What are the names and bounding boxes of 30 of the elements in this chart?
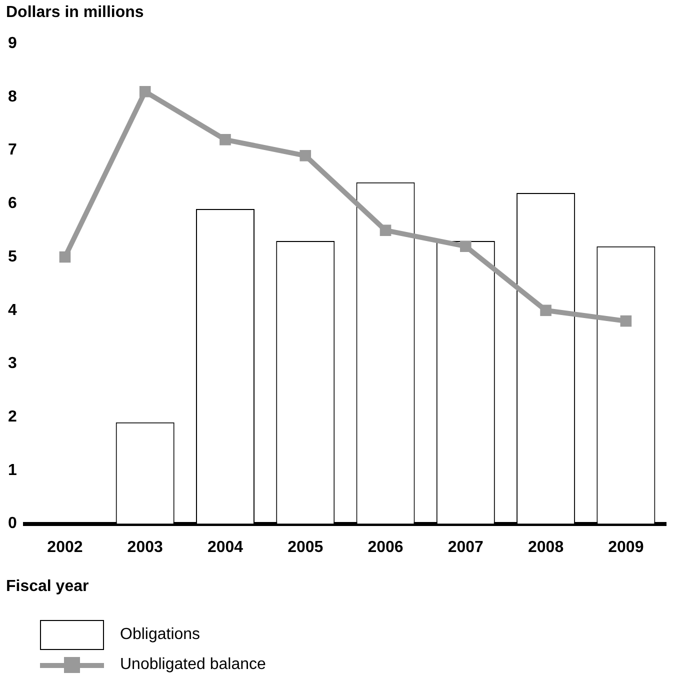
x-tick-label: 2009 (608, 538, 644, 556)
x-tick-label: 2006 (368, 538, 404, 556)
x-tick-label: 2002 (47, 538, 83, 556)
y-tick-label: 1 (8, 462, 17, 479)
point (620, 315, 632, 327)
x-tick-label: 2007 (448, 538, 484, 556)
point (380, 224, 392, 236)
point (300, 150, 312, 162)
point (139, 86, 151, 98)
point (59, 251, 71, 263)
y-tick-label: 9 (8, 35, 17, 52)
point (540, 304, 552, 316)
y-tick-label: 5 (8, 248, 17, 266)
point (220, 134, 231, 146)
y-tick-label: 8 (8, 88, 17, 106)
legend-label: Unobligated balance (120, 656, 266, 674)
y-tick-label: 2 (8, 408, 17, 426)
x-axis-title: Fiscal year (6, 578, 89, 596)
point (460, 240, 472, 252)
y-tick-label: 7 (8, 142, 17, 159)
x-tick-label: 2003 (127, 538, 164, 556)
y-tick-label: 4 (8, 302, 17, 319)
x-tick-label: 2004 (207, 538, 244, 556)
y-tick-label: 0 (8, 515, 17, 532)
x-tick-label: 2005 (288, 538, 324, 556)
x-tick-label: 2008 (528, 538, 564, 556)
y-tick-label: 3 (8, 355, 17, 372)
y-axis-title: Dollars in millions (6, 4, 144, 22)
legend-label: Obligations (120, 626, 200, 644)
y-tick-label: 6 (8, 195, 17, 212)
